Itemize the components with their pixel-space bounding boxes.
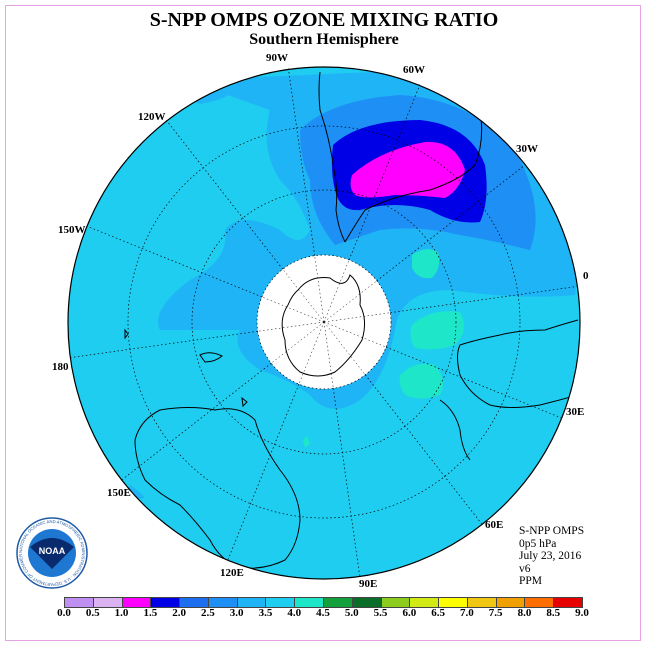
lon-label-180: 180 — [52, 361, 69, 373]
legend-tick-label: 2.5 — [201, 607, 215, 619]
lon-label-0: 0 — [583, 270, 589, 282]
lon-label-90w: 90W — [266, 52, 288, 64]
legend-tick-label: 6.5 — [431, 607, 445, 619]
meridian-inner-line — [261, 296, 325, 323]
meridian-line — [390, 286, 578, 314]
plot-frame — [5, 5, 641, 641]
legend-tick-label: 7.0 — [460, 607, 474, 619]
legend-tick-label: 3.0 — [229, 607, 244, 619]
ozone-3p5-patch-1 — [412, 249, 440, 279]
info-level: 0p5 hPa — [519, 537, 557, 550]
legend-tick-label: 7.5 — [488, 607, 503, 619]
lat-circle-3 — [127, 125, 521, 519]
map-title: S-NPP OMPS OZONE MIXING RATIO — [149, 9, 499, 31]
lon-label-150e: 150E — [107, 487, 131, 499]
coast-africa — [457, 319, 579, 408]
meridian-inner-line — [323, 312, 391, 323]
meridian-inner-line — [257, 321, 325, 332]
logo-center-text: NOAA — [39, 546, 66, 556]
legend-tick-label: 1.5 — [143, 607, 158, 619]
meridians — [70, 68, 578, 576]
legend-tick-label: 0.0 — [57, 607, 71, 619]
meridian-line — [385, 346, 562, 419]
coast-island-3 — [124, 328, 129, 340]
legend-tick-label: 2.0 — [172, 607, 186, 619]
map-boundary — [67, 66, 581, 580]
legend-tick-label: 3.5 — [258, 607, 273, 619]
meridian-line — [227, 383, 300, 560]
coast-island-2 — [241, 396, 248, 408]
legend-tick-label: 4.0 — [287, 607, 302, 619]
info-units: PPM — [519, 575, 543, 587]
info-block: S-NPP OMPS 0p5 hPa July 23, 2016 v6 PPM — [519, 525, 584, 588]
lat-circle-2 — [191, 189, 457, 455]
coast-australia — [134, 407, 301, 569]
ozone-1p0-region — [350, 141, 465, 198]
coast-madagascar — [439, 399, 471, 461]
meridian-line — [122, 362, 272, 480]
meridian-line — [166, 120, 284, 270]
map-subtitle: Southern Hemisphere — [249, 31, 399, 48]
meridian-inner-line — [323, 259, 350, 323]
legend-tick-label: 6.0 — [402, 607, 417, 619]
legend-ticks: 0.0 0.5 1.0 1.5 2.0 2.5 3.0 3.5 4.0 4.5 5.0 5.5 6.0 6… — [0, 607, 648, 621]
lon-label-150w: 150W — [58, 224, 86, 236]
lon-label-60e: 60E — [485, 519, 503, 531]
meridian-inner-line — [314, 255, 325, 323]
color-legend — [64, 597, 583, 608]
legend-swatch — [553, 597, 583, 608]
legend-tick-label: 9.0 — [575, 607, 589, 619]
legend-tick-label: 5.0 — [344, 607, 359, 619]
coast-island-1 — [199, 352, 223, 363]
legend-tick-label: 4.5 — [316, 607, 330, 619]
ozone-3p5-patch-3 — [399, 363, 444, 399]
legend-tick-label: 8.5 — [546, 607, 561, 619]
info-date: July 23, 2016 — [519, 550, 582, 562]
meridian-line — [332, 388, 360, 576]
meridian-inner-line — [323, 321, 334, 389]
longitude-labels: 90W 60W 30W 0 30E 60E 90E 120E 150E 180 … — [52, 52, 589, 590]
meridian-inner-line — [298, 321, 325, 385]
graticule — [127, 125, 521, 519]
legend-tick-label: 8.0 — [517, 607, 532, 619]
info-product: S-NPP OMPS — [519, 525, 585, 537]
legend-tick-label: 5.5 — [373, 607, 388, 619]
noaa-logo: NOAA NATIONAL OCEANIC AND ATMOSPHERIC AD… — [16, 517, 88, 589]
ozone-3p5-patch-4 — [303, 436, 310, 448]
lon-label-30w: 30W — [516, 143, 538, 155]
legend-tick-label: 0.5 — [85, 607, 100, 619]
lat-circle-1 — [256, 254, 392, 390]
coast-antarctica — [281, 274, 366, 377]
info-version: v6 — [519, 562, 531, 575]
lon-label-90e: 90E — [359, 578, 377, 590]
lon-label-30e: 30E — [566, 406, 584, 418]
meridian-inner-line — [323, 321, 387, 348]
lon-label-120w: 120W — [138, 111, 166, 123]
lon-label-120e: 120E — [220, 567, 244, 579]
lon-label-60w: 60W — [403, 64, 425, 76]
ozone-3p5-patch-2 — [410, 311, 464, 350]
legend-tick-label: 1.0 — [114, 607, 129, 619]
